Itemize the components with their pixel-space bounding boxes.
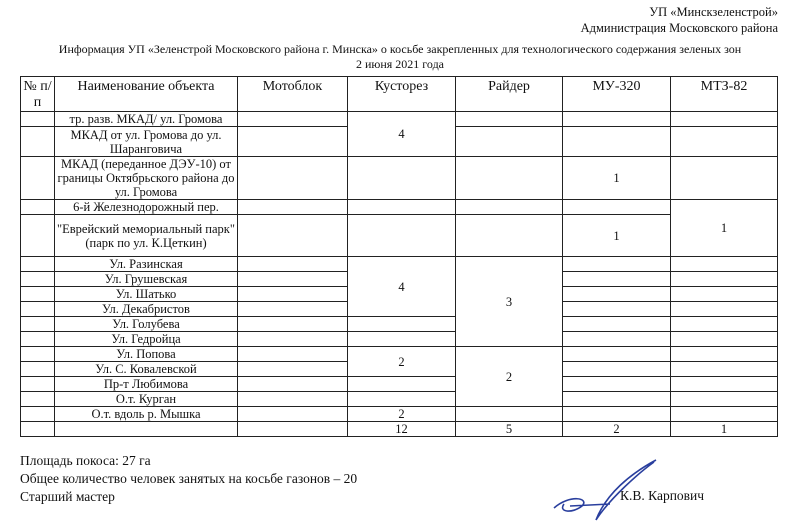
table-row: Ул. Голубева	[20, 316, 778, 332]
object-name: МКАД от ул. Громова до ул. Шаранговича	[54, 126, 238, 157]
table-row: "Еврейский мемориальный парк" (парк по у…	[20, 214, 778, 257]
col-object-name: Наименование объекта	[54, 76, 238, 112]
object-name: 6-й Железнодорожный пер.	[54, 199, 238, 215]
object-name: тр. разв. МКАД/ ул. Громова	[54, 111, 238, 127]
object-name: Ул. Попова	[54, 346, 238, 362]
object-name: Ул. Гедройца	[54, 331, 238, 347]
organization-header: УП «Минскзеленстрой» Администрация Моско…	[581, 4, 778, 36]
org-line-2: Администрация Московского района	[580, 21, 778, 35]
object-name: МКАД (переданное ДЭУ-10) от границы Октя…	[54, 156, 238, 200]
table-row: тр. разв. МКАД/ ул. Громова 4	[20, 111, 778, 157]
object-name: Ул. Декабристов	[54, 301, 238, 317]
col-raider: Райдер	[455, 76, 563, 112]
total-mtz82: 1	[670, 421, 778, 437]
object-name: Ул. С. Ковалевской	[54, 361, 238, 377]
table-row: Ул. С. Ковалевской	[20, 361, 778, 377]
signature-image	[553, 459, 657, 521]
col-mu320: МУ-320	[562, 76, 671, 112]
table-row: Ул. Декабристов	[20, 301, 778, 317]
table-row: МКАД (переданное ДЭУ-10) от границы Октя…	[20, 156, 778, 200]
col-mtz82: МТЗ-82	[670, 76, 778, 112]
table-row: О.т. вдоль р. Мышка 2	[20, 406, 778, 422]
position: Старший мастер	[20, 489, 115, 504]
people-count: Общее количество человек занятых на кось…	[20, 471, 358, 486]
table-header-row: № п/п Наименование объекта Мотоблок Куст…	[20, 76, 778, 112]
col-number: № п/п	[20, 76, 55, 112]
object-name: Ул. Шатько	[54, 286, 238, 302]
mu320-cell: 1	[562, 214, 671, 257]
table-row: 6-й Железнодорожный пер. 1	[20, 199, 778, 257]
mowing-area: Площадь покоса: 27 га	[20, 453, 151, 468]
object-name: О.т. вдоль р. Мышка	[54, 406, 238, 422]
table-row: Ул. Разинская 4 3	[20, 256, 778, 347]
signer-name: К.В. Карпович	[620, 488, 705, 503]
org-line-1: УП «Минскзеленстрой»	[649, 5, 778, 19]
total-raider: 5	[455, 421, 563, 437]
object-name: Пр-т Любимова	[54, 376, 238, 392]
object-name: Ул. Грушевская	[54, 271, 238, 287]
table-row: Пр-т Любимова	[20, 376, 778, 392]
mtz82-cell: 1	[670, 199, 778, 257]
total-mu320: 2	[562, 421, 671, 437]
object-name: О.т. Курган	[54, 391, 238, 407]
total-kustorez: 12	[347, 421, 456, 437]
object-name: Ул. Голубева	[54, 316, 238, 332]
table-row: Ул. Гедройца	[20, 331, 778, 347]
raider-cell: 3	[455, 256, 563, 347]
table-row: Ул. Попова 2 2	[20, 346, 778, 407]
footer-notes: Площадь покоса: 27 га Общее количество ч…	[20, 452, 357, 506]
table-row: О.т. Курган	[20, 391, 778, 407]
kustorez-cell: 2	[347, 346, 456, 377]
kustorez-cell: 2	[347, 406, 456, 422]
title-date: 2 июня 2021 года	[355, 57, 445, 71]
document-title: Информация УП «Зеленстрой Московского ра…	[12, 42, 788, 72]
totals-row: 12 5 2 1	[20, 421, 778, 437]
col-motoblok: Мотоблок	[237, 76, 348, 112]
object-name: "Еврейский мемориальный парк" (парк по у…	[54, 214, 238, 257]
mu320-cell: 1	[562, 156, 671, 200]
object-name: Ул. Разинская	[54, 256, 238, 272]
title-text: Информация УП «Зеленстрой Московского ра…	[58, 42, 742, 56]
kustorez-cell: 4	[347, 111, 456, 157]
col-kustorez: Кусторез	[347, 76, 456, 112]
raider-cell: 2	[455, 346, 563, 407]
kustorez-cell: 4	[347, 256, 456, 317]
mowing-table: № п/п Наименование объекта Мотоблок Куст…	[20, 76, 778, 437]
